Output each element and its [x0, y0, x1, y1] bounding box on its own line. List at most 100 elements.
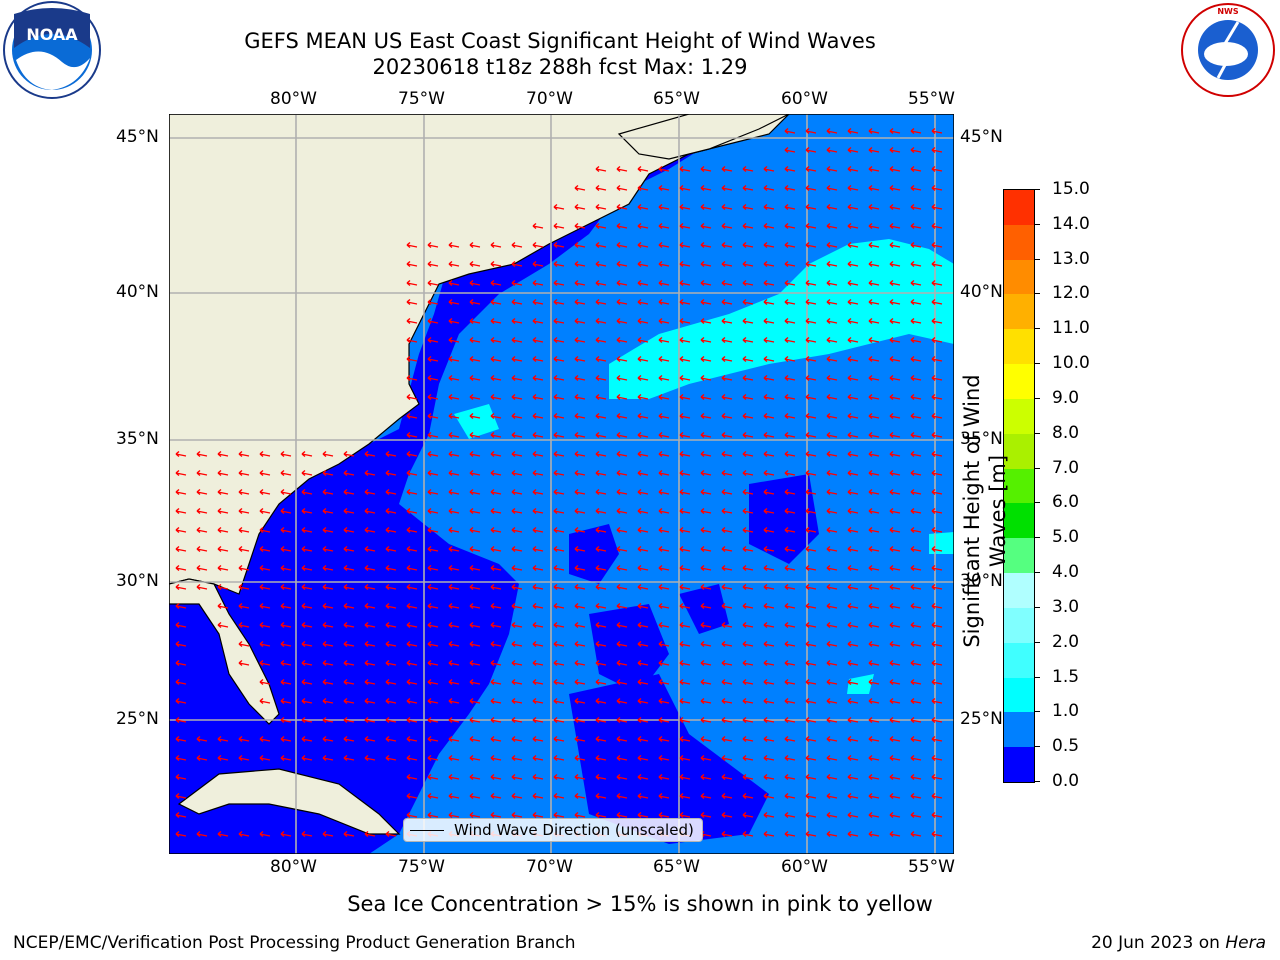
wave-direction-arrow: [301, 491, 313, 495]
wave-direction-arrow: [574, 396, 586, 400]
wave-direction-arrow: [511, 738, 523, 742]
wave-direction-arrow: [805, 757, 817, 761]
wave-direction-arrow: [700, 301, 712, 305]
wave-direction-arrowhead: [490, 488, 495, 496]
wave-direction-arrow: [532, 624, 544, 628]
wave-direction-arrowhead: [616, 583, 621, 591]
wave-direction-arrow: [217, 738, 229, 742]
wave-direction-arrowhead: [763, 431, 768, 439]
wave-direction-arrowhead: [427, 716, 432, 724]
wave-direction-arrow: [742, 605, 754, 609]
wave-direction-arrowhead: [826, 127, 831, 135]
wave-direction-arrow: [826, 434, 838, 438]
wave-direction-arrowhead: [448, 602, 453, 610]
wave-direction-arrowhead: [721, 830, 726, 838]
wave-direction-arrowhead: [931, 773, 936, 781]
wave-direction-arrow: [574, 491, 586, 495]
wave-direction-arrow: [889, 244, 901, 248]
wave-direction-arrow: [217, 529, 229, 533]
wave-direction-arrowhead: [847, 431, 852, 439]
wave-direction-arrow: [910, 700, 922, 704]
lon-label: 65°W: [653, 89, 700, 109]
wave-direction-arrow: [826, 168, 838, 172]
wave-direction-arrowhead: [721, 374, 726, 382]
wave-direction-arrow: [553, 586, 565, 590]
wave-direction-arrowhead: [595, 279, 600, 287]
wave-direction-arrowhead: [910, 811, 915, 819]
wave-direction-arrow: [931, 263, 943, 267]
wave-direction-arrow: [763, 833, 775, 837]
colorbar-segment: [1004, 642, 1034, 678]
wave-direction-arrowhead: [763, 754, 768, 762]
wave-direction-arrowhead: [553, 564, 558, 572]
wave-direction-arrow: [427, 320, 439, 324]
wave-direction-arrowhead: [217, 830, 222, 838]
wave-direction-arrowhead: [553, 374, 558, 382]
wave-direction-arrow: [889, 643, 901, 647]
wave-direction-arrow: [763, 719, 775, 723]
wave-direction-arrowhead: [574, 602, 579, 610]
wave-direction-arrow: [931, 396, 943, 400]
wave-direction-arrow: [280, 624, 292, 628]
wave-direction-arrowhead: [763, 602, 768, 610]
wave-direction-arrow: [868, 415, 880, 419]
wave-direction-arrow: [574, 814, 586, 818]
wave-direction-arrowhead: [385, 830, 390, 838]
wave-direction-arrowhead: [889, 184, 894, 192]
wave-direction-arrow: [511, 567, 523, 571]
wave-direction-arrow: [700, 434, 712, 438]
wave-direction-arrowhead: [910, 203, 915, 211]
wave-direction-arrow: [889, 434, 901, 438]
wave-direction-arrow: [931, 795, 943, 799]
wave-direction-arrow: [931, 586, 943, 590]
wave-direction-arrow: [637, 244, 649, 248]
wave-direction-arrowhead: [637, 526, 642, 534]
wave-direction-arrowhead: [364, 450, 369, 458]
wave-direction-arrowhead: [763, 298, 768, 306]
lon-label: 75°W: [398, 857, 445, 877]
wave-direction-arrow: [301, 643, 313, 647]
wave-direction-arrowhead: [721, 336, 726, 344]
wave-direction-arrowhead: [196, 507, 201, 515]
wave-direction-arrowhead: [826, 431, 831, 439]
wave-direction-arrow: [847, 510, 859, 514]
wave-direction-arrowhead: [343, 469, 348, 477]
map-legend: Wind Wave Direction (unscaled): [403, 818, 703, 842]
wave-direction-arrow: [574, 510, 586, 514]
wave-direction-arrow: [469, 624, 481, 628]
wave-direction-arrow: [700, 567, 712, 571]
wave-direction-arrow: [679, 453, 691, 457]
wave-direction-arrowhead: [406, 792, 411, 800]
wave-direction-arrow: [385, 491, 397, 495]
wave-direction-arrowhead: [385, 678, 390, 686]
wave-direction-arrowhead: [385, 602, 390, 610]
wave-direction-arrow: [910, 339, 922, 343]
wave-direction-arrow: [322, 681, 334, 685]
wave-direction-arrowhead: [469, 754, 474, 762]
wave-direction-arrow: [427, 700, 439, 704]
wave-direction-arrow: [784, 833, 796, 837]
wave-direction-arrow: [406, 662, 418, 666]
wave-direction-arrow: [406, 263, 418, 267]
wave-direction-arrow: [826, 700, 838, 704]
wave-direction-arrow: [910, 510, 922, 514]
wave-direction-arrow: [280, 757, 292, 761]
wave-direction-arrowhead: [889, 716, 894, 724]
wave-direction-arrow: [910, 586, 922, 590]
wave-direction-arrowhead: [889, 374, 894, 382]
wave-direction-arrowhead: [700, 336, 705, 344]
wave-direction-arrowhead: [847, 317, 852, 325]
wave-direction-arrowhead: [364, 507, 369, 515]
wave-direction-arrowhead: [931, 735, 936, 743]
wave-direction-arrow: [763, 567, 775, 571]
wave-direction-arrowhead: [280, 564, 285, 572]
wave-direction-arrow: [868, 282, 880, 286]
wave-direction-arrowhead: [616, 450, 621, 458]
wave-direction-arrow: [448, 700, 460, 704]
lon-label: 70°W: [526, 89, 573, 109]
wave-direction-arrowhead: [616, 317, 621, 325]
wave-direction-arrowhead: [553, 317, 558, 325]
wave-direction-arrowhead: [553, 811, 558, 819]
wave-direction-arrowhead: [301, 526, 306, 534]
wave-direction-arrow: [448, 776, 460, 780]
